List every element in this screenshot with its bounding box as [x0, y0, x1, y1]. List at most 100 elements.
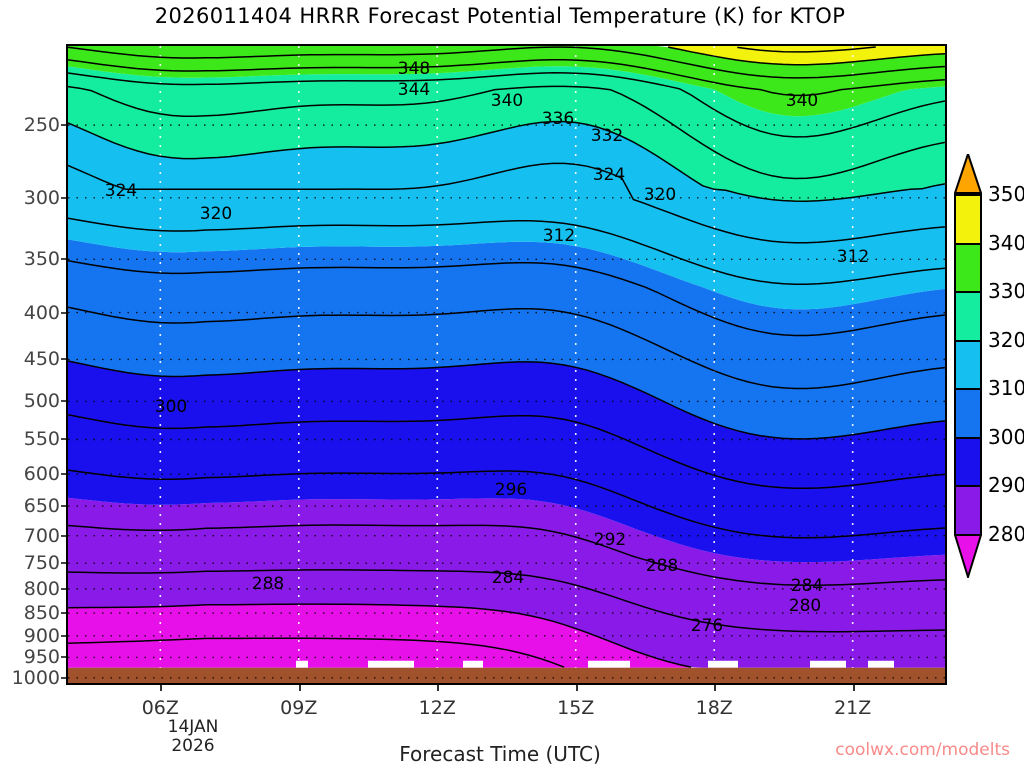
y-tick-label: 350 — [23, 248, 60, 271]
colorbar-under-arrow — [953, 534, 983, 581]
contour-label: 280 — [789, 596, 821, 616]
y-tick-label: 900 — [23, 624, 60, 647]
x-tick-mark — [160, 685, 163, 691]
colorbar-tick-label: 330 — [988, 279, 1024, 304]
contour-label: 344 — [398, 80, 430, 100]
y-tick-label: 750 — [23, 552, 60, 575]
contour-label-text: 276 — [691, 616, 723, 636]
contour-label: 284 — [791, 576, 823, 596]
terrain-block — [68, 667, 945, 683]
x-axis-label: Forecast Time (UTC) — [399, 742, 601, 766]
contour-label-text: 312 — [543, 226, 575, 246]
contour-line — [68, 59, 945, 97]
x-tick-label: 09Z — [280, 697, 318, 719]
contour-label-text: 340 — [491, 91, 523, 111]
contour-label: 336 — [542, 109, 574, 129]
x-tick-label: 18Z — [695, 697, 733, 719]
watermark: coolwx.com/modelts — [835, 740, 1010, 760]
y-tick-mark — [61, 634, 66, 637]
colorbar-separator — [954, 388, 982, 391]
contour-label-text: 324 — [105, 181, 137, 201]
colorbar-tick-label: 320 — [988, 327, 1024, 352]
colorbar-band — [954, 339, 982, 389]
y-tick-mark — [61, 505, 66, 508]
y-tick-label: 650 — [23, 495, 60, 518]
date-stamp-line: 14JAN — [167, 717, 219, 737]
y-tick-label: 450 — [23, 348, 60, 371]
contour-label-text: 336 — [542, 109, 574, 129]
y-tick-label: 600 — [23, 463, 60, 486]
contour-label-text: 288 — [252, 574, 284, 594]
contour-line — [68, 360, 945, 440]
contour-label: 276 — [691, 616, 723, 636]
contour-line — [68, 162, 945, 244]
colorbar-band — [954, 291, 982, 340]
surface-gap — [296, 660, 308, 668]
contour-label-text: 320 — [200, 204, 232, 224]
contour-line — [68, 637, 565, 668]
y-tick-label: 850 — [23, 602, 60, 625]
x-tick-mark — [437, 685, 440, 691]
x-tick-label: 06Z — [141, 697, 179, 719]
contour-label-text: 284 — [492, 568, 524, 588]
contour-label: 340 — [786, 91, 818, 111]
y-axis: 250 300 350 400 450 500 550 600 650 700 750 800 850 9… — [0, 44, 60, 689]
contour-label: 288 — [646, 556, 678, 576]
date-stamp-line: 2026 — [171, 736, 215, 756]
y-tick-label: 500 — [23, 390, 60, 413]
surface-gap — [588, 660, 630, 668]
contour-label-text: 344 — [398, 80, 430, 100]
contour-label-text: 296 — [495, 480, 527, 500]
contour-label: 312 — [543, 226, 575, 246]
contour-label: 332 — [591, 126, 623, 146]
contour-line — [68, 72, 945, 138]
x-tick-label: 15Z — [557, 697, 595, 719]
y-tick-mark — [61, 258, 66, 261]
date-stamp: 14JAN 2026 — [133, 718, 253, 756]
colorbar-separator — [954, 485, 982, 488]
surface-gap — [368, 660, 414, 668]
colorbar-tick-label: 300 — [988, 424, 1024, 449]
contour-label-text: 292 — [594, 530, 626, 550]
x-tick-label: 12Z — [418, 697, 456, 719]
surface-gap — [708, 660, 738, 668]
contour-line — [68, 524, 945, 586]
surface-gap — [810, 660, 846, 668]
colorbar-separator — [954, 242, 982, 245]
y-tick-mark — [61, 124, 66, 127]
contour-line — [68, 569, 945, 633]
contour-label: 300 — [155, 397, 187, 417]
contour-line — [68, 85, 945, 180]
y-tick-label: 250 — [23, 114, 60, 137]
x-tick-mark — [298, 685, 301, 691]
contour-line — [68, 46, 945, 79]
surface-gap — [868, 660, 894, 668]
contour-label: 312 — [837, 247, 869, 267]
x-axis: 06Z 09Z 12Z 15Z 18Z 21Z — [66, 685, 947, 725]
colorbar-tick-label: 280 — [988, 522, 1024, 546]
contour-label-text: 320 — [644, 185, 676, 205]
y-tick-mark — [61, 562, 66, 565]
y-tick-label: 700 — [23, 524, 60, 547]
y-tick-mark — [61, 473, 66, 476]
x-tick-label: 21Z — [834, 697, 872, 719]
colorbar-band — [954, 388, 982, 437]
contour-line — [68, 469, 945, 539]
colorbar-band — [954, 485, 982, 534]
y-tick-label: 300 — [23, 186, 60, 209]
y-tick-mark — [61, 656, 66, 659]
y-tick-mark — [61, 612, 66, 615]
contour-label: 324 — [105, 181, 137, 201]
contour-label-text: 324 — [593, 165, 625, 185]
contour-band — [68, 361, 945, 563]
colorbar-band — [954, 242, 982, 292]
surface-gap — [463, 660, 483, 668]
contour-label: 284 — [492, 568, 524, 588]
contour-label-text: 300 — [155, 397, 187, 417]
y-tick-label: 1000 — [11, 666, 60, 689]
contour-line — [737, 46, 876, 53]
colorbar-band — [954, 194, 982, 243]
y-tick-label: 550 — [23, 428, 60, 451]
colorbar-tick-label: 350 — [988, 182, 1024, 206]
